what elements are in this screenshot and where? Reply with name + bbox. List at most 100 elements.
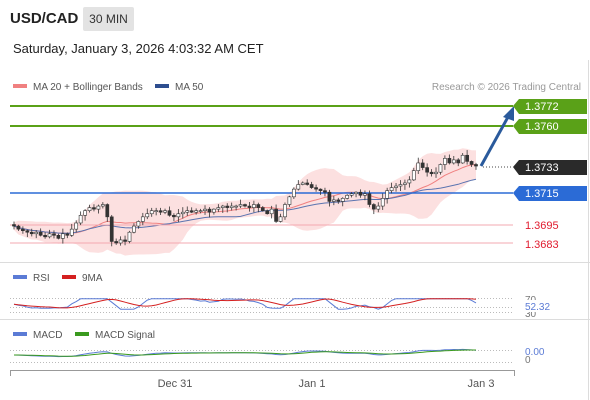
candle-body (247, 205, 252, 208)
timestamp: Saturday, January 3, 2026 4:03:32 AM CET (13, 41, 264, 56)
level-tag-1-3760 (513, 119, 587, 134)
candle-body (398, 184, 403, 187)
candle-body (314, 187, 318, 190)
candle-body (416, 162, 421, 171)
candle-body (220, 205, 225, 208)
macd-value: 0.00 (525, 347, 545, 358)
interval-button[interactable]: 30 MIN (83, 7, 134, 31)
candle-body (109, 216, 114, 242)
candle-body (340, 198, 345, 202)
candle-body (460, 154, 465, 164)
candlestick-series (12, 150, 478, 247)
candle-body (189, 210, 194, 213)
legend-label-macd-signal: MACD Signal (95, 330, 155, 341)
legend-label-ma20: MA 20 + Bollinger Bands (33, 82, 143, 93)
candle-body (74, 222, 79, 230)
level-text-1-3683: 1.3683 (525, 239, 559, 251)
candle-body (203, 208, 207, 211)
candle-body (292, 188, 296, 198)
candle-body (385, 190, 390, 199)
credit-text: Research © 2026 Trading Central (432, 82, 581, 93)
candle-body (34, 231, 39, 235)
current-price-text: 1.3733 (525, 162, 559, 174)
candle-body (465, 154, 469, 162)
candle-body (363, 193, 367, 196)
candle-body (309, 184, 314, 188)
macd-panel: MACD MACD Signal 0.00 0 (10, 330, 545, 366)
rsi-value: 52.32 (525, 302, 550, 313)
candle-body (16, 225, 21, 230)
legend-swatch-ma50 (155, 84, 169, 88)
price-labels: 1.3772 1.3760 1.3733 1.3715 1.3695 1.368… (513, 99, 587, 251)
candle-body (172, 214, 176, 218)
candle-body (136, 221, 141, 227)
candle-body (69, 228, 74, 236)
rsi-value-bg (522, 300, 556, 312)
candle-body (260, 207, 265, 211)
candle-body (331, 199, 336, 202)
candle-body (198, 210, 203, 212)
legend-label-ma50: MA 50 (175, 82, 204, 93)
candle-body (149, 210, 154, 215)
candle-body (185, 210, 190, 213)
candle-body (429, 171, 434, 175)
candle-body (83, 210, 87, 216)
candle-body (411, 170, 416, 181)
candle-body (451, 159, 456, 164)
x-axis: Dec 31 Jan 1 Jan 3 (10, 370, 515, 390)
candle-body (420, 162, 425, 168)
candle-body (118, 239, 123, 244)
candle-body (305, 182, 310, 185)
candle-body (296, 184, 301, 190)
legend-swatch-macd (13, 332, 27, 336)
candle-body (96, 205, 101, 210)
candle-body (167, 210, 172, 216)
candle-body (256, 204, 261, 208)
candle-body (140, 216, 145, 222)
candle-body (207, 208, 212, 213)
candle-body (47, 233, 52, 238)
candle-body (349, 193, 354, 196)
candle-body (229, 205, 234, 208)
candle-body (389, 187, 394, 191)
candle-body (100, 204, 105, 207)
ma50-line (13, 178, 477, 234)
candle-body (380, 198, 385, 207)
symbol-title: USD/CAD (10, 10, 79, 27)
candle-body (336, 199, 341, 202)
candle-body (180, 211, 185, 215)
candle-body (127, 231, 132, 242)
level-tag-text-1-3715: 1.3715 (525, 188, 559, 200)
legend-swatch-rsi (13, 275, 27, 279)
candle-body (425, 167, 429, 173)
candle-body (474, 164, 478, 167)
level-tag-1-3772 (513, 99, 587, 114)
candle-body (438, 164, 443, 173)
legend-label-macd: MACD (33, 330, 62, 341)
candle-body (163, 210, 167, 213)
candle-body (371, 204, 376, 210)
candle-body (225, 205, 230, 208)
x-tick-jan-3: Jan 3 (468, 378, 495, 390)
candle-body (274, 208, 278, 222)
candle-body (234, 205, 238, 208)
candle-body (212, 208, 216, 213)
candle-body (394, 185, 398, 188)
level-tag-1-3715 (513, 186, 587, 201)
legend-swatch-9ma (62, 275, 76, 279)
x-tick-jan-1: Jan 1 (299, 378, 326, 390)
rsi-label-30: 30 (525, 309, 537, 320)
candle-body (158, 210, 163, 213)
candle-body (265, 210, 270, 215)
x-tick-dec-31: Dec 31 (158, 378, 193, 390)
bollinger-band (14, 148, 476, 256)
candle-body (252, 204, 256, 208)
candle-body (283, 204, 287, 218)
candle-body (318, 188, 323, 191)
projection-arrow-shaft (479, 116, 510, 167)
candle-body (327, 191, 332, 202)
candle-body (238, 204, 243, 207)
level-tag-text-1-3760: 1.3760 (525, 121, 559, 133)
